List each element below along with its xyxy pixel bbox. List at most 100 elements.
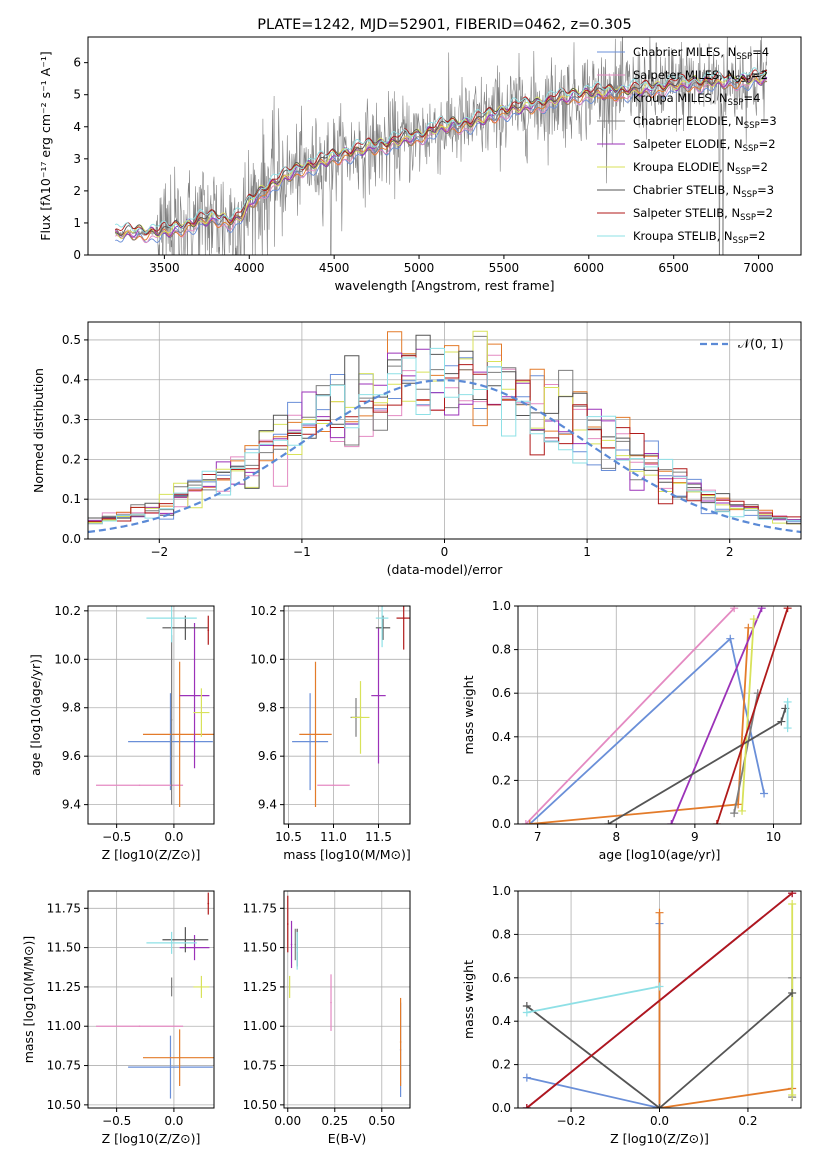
- x-tick-label: 0.2: [738, 1114, 757, 1128]
- x-tick-label: 0.25: [321, 1114, 348, 1128]
- panel-7: −0.2 0.0 0.2 0.0 0.2 0.4 0.6 0.8 1.0 Z [log10(Z/Z…: [461, 884, 802, 1146]
- plus-marker: [777, 717, 786, 726]
- axes-frame: [87, 605, 215, 825]
- y-tick-label: 9.4: [62, 798, 81, 812]
- legend-text: Chabrier MILES, N: [633, 45, 736, 59]
- legend-text: =4: [752, 45, 769, 59]
- y-tick-label: 9.8: [258, 701, 277, 715]
- y-tick-label: 1.0: [492, 599, 511, 613]
- y-tick-label: 0.2: [492, 773, 511, 787]
- y-tick-label: 5: [73, 88, 81, 102]
- x-axis-label: Z [log10(Z/Z⊙)]: [610, 1131, 709, 1146]
- y-axis-label: Flux [fλ10⁻¹⁷ erg cm⁻² s⁻¹ A⁻¹]: [38, 51, 53, 240]
- plus-marker: [604, 820, 613, 824]
- y-tick-label: 10.0: [54, 652, 81, 666]
- data-point: [169, 1066, 172, 1068]
- data-point: [207, 629, 210, 632]
- y-tick-label: 11.00: [47, 1019, 81, 1033]
- model-fit-line: [114, 71, 768, 239]
- mass-weight-line: [716, 607, 789, 824]
- y-tick-label: 11.00: [243, 1019, 277, 1033]
- x-axis-label: Z [log10(Z/Z⊙)]: [102, 847, 201, 862]
- legend-text: Salpeter MILES, N: [633, 68, 735, 82]
- plot-area: [522, 891, 797, 1108]
- panel-0: 3500 4000 4500 5000 5500 6000 6500 7000 0 1 2 3 4 5 6 w…: [38, 17, 802, 293]
- x-tick-label: −1: [293, 545, 311, 559]
- plus-marker: [522, 1073, 531, 1082]
- data-point: [314, 733, 317, 736]
- y-tick-label: 10.75: [47, 1059, 81, 1073]
- model-fit-line: [115, 75, 768, 241]
- data-point: [288, 986, 291, 988]
- axes-frame: [283, 605, 411, 825]
- y-tick-label: 9.6: [62, 749, 81, 763]
- legend-label: Chabrier ELODIE, NSSP=3: [633, 114, 777, 131]
- legend-label: Chabrier MILES, NSSP=4: [633, 45, 769, 62]
- plus-marker: [757, 606, 766, 613]
- x-tick-label: 0.0: [650, 1114, 669, 1128]
- panel-1: −2 −1 0 1 2 0.0 0.1 0.2 0.3 0.4 0.5 (data-model)/er…: [31, 321, 802, 577]
- axes-frame: [517, 605, 802, 825]
- panel-4: 7 8 9 10 0.0 0.2 0.4 0.6 0.8 1.0 age [log10(age/yr…: [461, 599, 802, 862]
- legend-label: 𝒩(0, 1): [738, 336, 784, 351]
- plus-marker: [760, 789, 769, 798]
- x-tick-label: 10: [766, 830, 781, 844]
- plot-area: [286, 895, 402, 1097]
- data-point: [290, 943, 293, 946]
- axes-frame: [517, 890, 802, 1109]
- x-tick-label: −2: [150, 545, 168, 559]
- x-tick-label: 8: [612, 830, 620, 844]
- mass-weight-line: [741, 619, 755, 811]
- x-tick-label: 5500: [489, 261, 520, 275]
- plus-marker: [783, 697, 792, 706]
- y-tick-label: 0.4: [492, 1014, 511, 1028]
- plus-marker: [522, 1008, 531, 1017]
- axes-frame: [283, 890, 411, 1109]
- plot-area: [96, 892, 214, 1099]
- x-axis-label: E(B-V): [328, 1131, 367, 1146]
- model-fit-line: [114, 69, 768, 236]
- x-tick-label: 0: [441, 545, 449, 559]
- y-tick-label: 0.3: [62, 413, 81, 427]
- plus-marker: [788, 900, 797, 909]
- plus-marker: [730, 809, 739, 818]
- legend-subscript: SSP: [728, 98, 744, 108]
- y-tick-label: 10.0: [250, 652, 277, 666]
- normal-curve: [88, 379, 801, 534]
- plus-marker: [783, 724, 792, 733]
- data-point: [184, 938, 187, 941]
- data-point: [294, 943, 297, 946]
- plus-marker: [726, 634, 735, 643]
- data-point: [402, 617, 405, 619]
- axes-frame: [87, 321, 802, 540]
- plus-marker: [525, 820, 534, 824]
- legend-text: =2: [751, 160, 768, 174]
- legend-label: Kroupa ELODIE, NSSP=2: [633, 160, 768, 177]
- data-point: [169, 740, 172, 743]
- data-point: [330, 1001, 332, 1004]
- mass-weight-line: [658, 912, 793, 1108]
- data-point: [296, 949, 298, 952]
- legend-subscript: SSP: [733, 236, 749, 246]
- legend-text: =2: [748, 229, 765, 243]
- plot-area: [88, 330, 801, 534]
- data-point: [178, 733, 181, 736]
- legend-text: Salpeter ELODIE, N: [633, 137, 743, 151]
- y-tick-label: 11.50: [243, 941, 277, 955]
- x-tick-label: 4000: [234, 261, 265, 275]
- y-tick-label: 0.6: [492, 686, 511, 700]
- legend-subscript: SSP: [741, 190, 757, 200]
- legend-subscript: SSP: [736, 52, 752, 62]
- x-tick-label: 5000: [404, 261, 435, 275]
- data-point: [138, 1025, 141, 1028]
- legend-label: Salpeter STELIB, NSSP=2: [633, 206, 773, 223]
- y-tick-label: 11.75: [47, 901, 81, 915]
- y-tick-label: 10.50: [47, 1098, 81, 1112]
- axes-frame: [87, 890, 215, 1109]
- x-tick-label: 9: [691, 830, 699, 844]
- y-tick-label: 9.6: [258, 749, 277, 763]
- legend-text: =4: [743, 91, 760, 105]
- y-axis-label: age [log10(age/yr)]: [28, 654, 43, 776]
- data-point: [200, 711, 203, 714]
